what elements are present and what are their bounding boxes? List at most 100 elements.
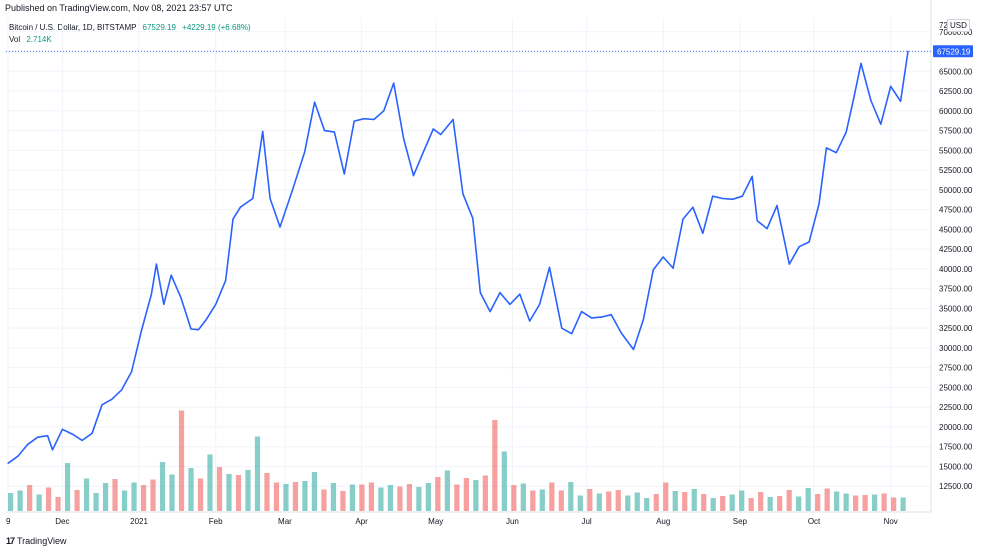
price-point [721, 197, 724, 200]
price-point [17, 455, 19, 457]
x-tick-label: Dec [55, 517, 69, 526]
price-point [452, 118, 454, 121]
price-point [291, 190, 293, 192]
price-point [304, 151, 306, 153]
price-point [170, 274, 172, 276]
volume-bar [140, 485, 147, 511]
volume-bar [397, 486, 403, 511]
volume-bar [359, 484, 365, 511]
legend-volume-label[interactable]: Vol [9, 35, 21, 44]
x-tick-label: 2021 [130, 517, 148, 526]
price-point [835, 152, 837, 154]
price-point [870, 99, 872, 102]
price-point [890, 85, 892, 87]
x-tick-label: Feb [209, 517, 223, 526]
volume-bar [292, 482, 299, 511]
price-point [150, 293, 153, 295]
price-point [702, 232, 704, 234]
y-tick-label: 72 [939, 21, 948, 30]
volume-bar [302, 481, 308, 511]
chart-legend: Bitcoin / U.S. Dollar, 1D, BITSTAMP 6752… [9, 22, 251, 46]
price-point [712, 195, 714, 197]
volume-bar [587, 489, 593, 511]
volume-bar [435, 477, 441, 511]
price-point [7, 462, 9, 464]
y-tick-label: 50000.00 [939, 186, 973, 195]
x-tick-label: Jul [581, 517, 591, 526]
volume-bar [406, 484, 413, 511]
y-tick-label: 25000.00 [939, 383, 973, 392]
price-point [262, 130, 264, 132]
price-point [499, 291, 501, 294]
price-point [422, 151, 424, 153]
volume-bar [729, 494, 735, 511]
volume-bar [815, 494, 821, 511]
y-tick-label: 42500.00 [939, 245, 973, 254]
volume-bar [416, 487, 422, 511]
price-point [672, 267, 674, 269]
volume-bar [672, 491, 678, 511]
y-tick-label: 40000.00 [939, 265, 973, 274]
currency-badge[interactable]: USD [947, 19, 970, 32]
price-point [403, 137, 405, 140]
y-tick-label: 12500.00 [939, 482, 973, 491]
volume-bar [245, 470, 251, 511]
price-point [46, 435, 49, 437]
volume-bar [606, 491, 612, 511]
x-tick-label: May [428, 517, 443, 526]
price-point [489, 310, 491, 313]
price-point [61, 428, 63, 430]
price-point [27, 443, 29, 445]
y-tick-label: 62500.00 [939, 87, 973, 96]
price-point [224, 280, 227, 282]
volume-bar [131, 482, 137, 511]
price-point [155, 263, 157, 265]
price-point [692, 206, 694, 208]
volume-bar [74, 490, 80, 511]
volume-bar [644, 498, 650, 511]
price-point [590, 317, 593, 319]
volume-bar [596, 493, 602, 511]
volume-bar [891, 497, 897, 511]
price-point [600, 316, 603, 318]
price-point [642, 318, 645, 321]
price-point [731, 198, 734, 200]
volume-bar [121, 490, 128, 511]
volume-bar [207, 454, 213, 511]
tradingview-logo-icon: 17 [6, 536, 15, 546]
volume-bar [758, 492, 764, 511]
volume-bar [872, 494, 878, 511]
volume-bar [26, 485, 33, 511]
volume-bar [530, 490, 536, 511]
price-point [581, 310, 583, 313]
price-point [462, 193, 464, 195]
price-point [899, 100, 902, 102]
legend-last-value: 67529.19 [142, 23, 176, 32]
volume-bar [520, 483, 526, 511]
volume-bar [482, 475, 488, 511]
volume-bar [710, 498, 716, 511]
last-price-tag [933, 45, 973, 58]
price-point [472, 217, 474, 219]
legend-symbol[interactable]: Bitcoin / U.S. Dollar, 1D, BITSTAMP [9, 23, 137, 32]
price-point [509, 303, 511, 306]
volume-bar [501, 451, 507, 511]
y-tick-label: 27500.00 [939, 364, 973, 373]
price-point [91, 432, 93, 434]
price-point [393, 82, 395, 84]
volume-bar [178, 410, 185, 511]
price-point [81, 439, 83, 441]
price-point [205, 319, 207, 321]
volume-bar [454, 484, 460, 511]
tradingview-brand: TradingView [17, 536, 67, 546]
volume-bar [691, 489, 697, 511]
x-tick-label: Jun [506, 517, 519, 526]
price-point [907, 50, 909, 52]
volume-bar [663, 482, 669, 511]
volume-bar [321, 489, 327, 511]
x-tick-label: 9 [6, 517, 11, 526]
price-point [383, 110, 385, 112]
volume-bar [682, 492, 688, 511]
price-point [548, 266, 551, 268]
